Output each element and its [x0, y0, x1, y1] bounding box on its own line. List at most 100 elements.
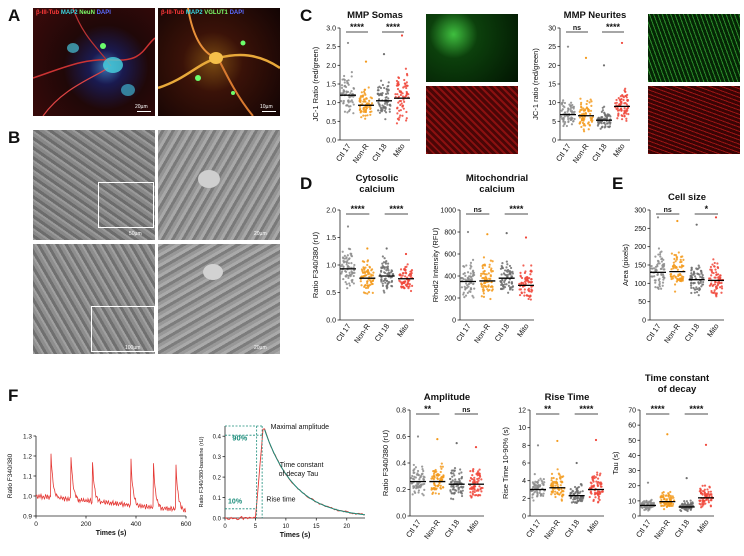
data-point	[670, 497, 673, 500]
chart-title: Cell size	[668, 192, 706, 203]
data-point	[474, 481, 477, 484]
data-point	[387, 88, 390, 91]
data-point	[359, 110, 362, 113]
y-tick-label: 10	[548, 100, 556, 107]
y-tick-label: 5	[552, 119, 556, 126]
data-point	[511, 285, 515, 288]
data-point	[482, 256, 486, 259]
data-point	[342, 261, 346, 264]
data-point	[705, 498, 708, 501]
y-tick-label: 0.8	[396, 408, 406, 415]
data-point	[675, 258, 678, 261]
y-tick-label: 20	[548, 63, 556, 70]
data-point	[398, 116, 401, 119]
data-point	[715, 295, 718, 298]
data-point	[411, 284, 414, 287]
y-tick-label: 70	[628, 408, 636, 415]
chart-title: Mitochondrial	[466, 173, 528, 184]
data-point	[623, 102, 626, 105]
data-point	[600, 490, 603, 493]
data-point	[346, 254, 349, 257]
data-point	[407, 93, 410, 96]
data-point	[469, 491, 472, 494]
ninety-percent-label: 90%	[232, 433, 247, 442]
data-point	[697, 282, 701, 285]
data-point	[650, 264, 653, 268]
data-point	[347, 262, 350, 265]
data-point	[358, 105, 362, 108]
data-point	[596, 490, 599, 493]
y-tick-label: 0.4	[213, 435, 222, 441]
data-point	[657, 278, 660, 282]
y-tick-label: 100	[634, 281, 646, 288]
data-point	[539, 494, 542, 497]
data-point	[390, 269, 393, 272]
data-point	[470, 278, 473, 281]
data-point	[589, 490, 593, 493]
x-tick-label: Ctl 17	[404, 518, 423, 539]
data-point	[658, 282, 661, 285]
data-point	[600, 116, 603, 119]
data-point	[407, 287, 410, 290]
data-point	[616, 107, 619, 110]
cell-body	[198, 170, 220, 188]
data-point	[366, 268, 370, 272]
data-point	[690, 276, 693, 279]
data-point	[379, 106, 382, 109]
data-point	[714, 216, 718, 219]
data-point	[662, 268, 665, 271]
data-point	[468, 479, 472, 482]
data-point	[536, 490, 539, 494]
data-point	[707, 501, 711, 504]
data-point	[538, 485, 542, 488]
data-point	[399, 109, 402, 112]
data-point	[582, 130, 586, 133]
data-point	[660, 257, 664, 260]
data-point	[581, 496, 585, 499]
data-point	[714, 280, 717, 284]
data-point	[507, 291, 510, 294]
data-point	[559, 477, 562, 480]
data-point	[656, 259, 660, 262]
data-point	[586, 99, 589, 103]
data-point	[453, 492, 456, 495]
data-point	[606, 122, 609, 125]
y-tick-label: 2	[522, 496, 526, 503]
data-point	[372, 271, 375, 274]
data-point	[412, 469, 415, 472]
data-point	[710, 282, 713, 285]
chart-title: Rise Time	[545, 392, 590, 403]
data-point	[477, 470, 480, 473]
data-point	[656, 265, 659, 268]
data-point	[575, 497, 579, 500]
data-point	[456, 484, 460, 487]
data-point	[370, 110, 373, 113]
data-point	[379, 79, 383, 82]
data-point	[578, 492, 581, 495]
data-point	[588, 123, 591, 126]
data-point	[396, 87, 400, 91]
data-point	[453, 474, 456, 477]
data-point	[397, 76, 401, 80]
y-tick-label: 0	[632, 514, 636, 521]
data-point	[706, 488, 709, 491]
data-point	[698, 273, 701, 276]
data-point	[469, 494, 472, 497]
data-point	[533, 482, 536, 485]
data-point	[679, 258, 682, 261]
data-point	[520, 282, 523, 285]
data-point	[433, 483, 436, 487]
data-point	[421, 492, 424, 495]
data-point	[570, 501, 574, 504]
data-point	[439, 486, 442, 489]
data-point	[467, 279, 470, 282]
data-point	[383, 109, 387, 112]
data-point	[405, 119, 408, 122]
data-point	[553, 493, 557, 496]
data-point	[674, 276, 677, 279]
sem-image-4: 20µm	[158, 244, 280, 354]
data-point	[674, 260, 677, 263]
data-point	[542, 494, 545, 497]
data-point	[352, 103, 355, 106]
data-point	[395, 84, 399, 87]
